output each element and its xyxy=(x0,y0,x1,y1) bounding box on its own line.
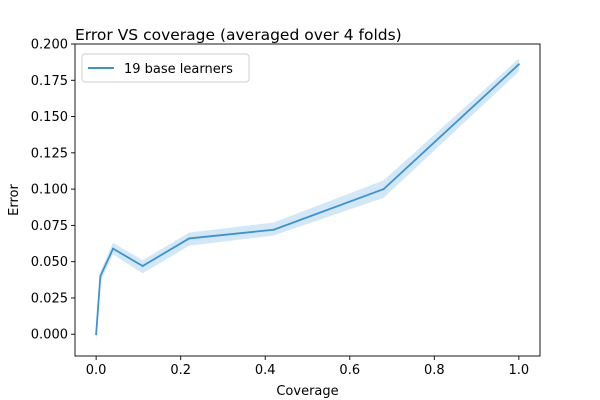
chart-title: Error VS coverage (averaged over 4 folds… xyxy=(75,26,402,44)
x-tick-label: 0.0 xyxy=(86,363,107,378)
x-tick-label: 0.8 xyxy=(424,363,445,378)
y-tick-label: 0.050 xyxy=(31,255,68,270)
data-point xyxy=(112,247,115,250)
data-point xyxy=(141,265,144,268)
data-point xyxy=(95,333,98,336)
x-axis-label: Coverage xyxy=(276,384,338,399)
y-tick-label: 0.000 xyxy=(31,328,68,343)
y-tick-label: 0.125 xyxy=(31,146,68,161)
data-point xyxy=(272,228,275,231)
legend-box xyxy=(81,53,250,83)
plot-area xyxy=(75,44,540,356)
legend-label: 19 base learners xyxy=(124,62,233,77)
y-axis-label: Error xyxy=(7,184,22,216)
x-tick-label: 0.4 xyxy=(255,363,276,378)
legend: 19 base learners xyxy=(81,53,250,83)
y-axis: 0.000 0.025 0.050 0.075 0.100 0.125 0.150 0.175… xyxy=(31,38,75,343)
x-tick-label: 0.6 xyxy=(339,363,360,378)
y-tick-label: 0.075 xyxy=(31,219,68,234)
series-line xyxy=(95,63,520,335)
y-tick-label: 0.100 xyxy=(31,183,68,198)
data-point xyxy=(517,63,520,66)
x-tick-label: 1.0 xyxy=(509,363,530,378)
series-layer xyxy=(95,58,520,342)
y-tick-label: 0.175 xyxy=(31,74,68,89)
x-tick-label: 0.2 xyxy=(170,363,191,378)
axes-frame xyxy=(74,43,541,357)
data-point xyxy=(188,237,191,240)
y-tick-label: 0.025 xyxy=(31,291,68,306)
y-tick-label: 0.200 xyxy=(31,38,68,53)
x-axis: 0.0 0.2 0.4 0.6 0.8 1.0 xyxy=(86,356,529,378)
y-tick-label: 0.150 xyxy=(31,110,68,125)
data-point xyxy=(99,275,102,278)
data-point xyxy=(382,188,385,191)
